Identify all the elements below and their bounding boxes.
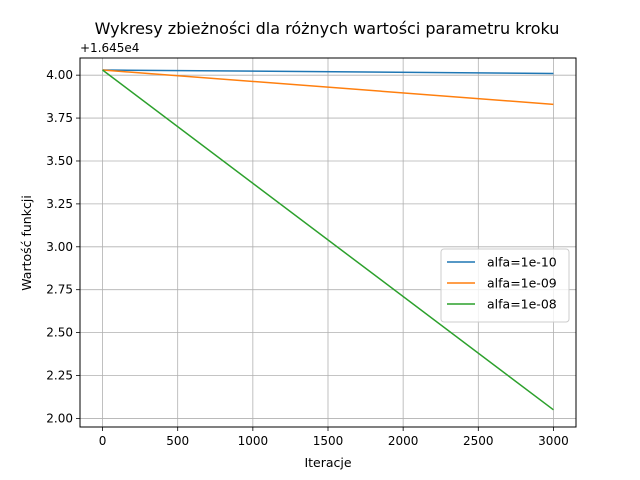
y-tick-label-7: 3.75 [46, 111, 73, 125]
x-tick-label-3: 1500 [313, 434, 344, 448]
y-tick-label-1: 2.25 [46, 369, 73, 383]
x-tick-label-5: 2500 [463, 434, 494, 448]
y-tick-label-2: 2.50 [46, 326, 73, 340]
y-tick-label-0: 2.00 [46, 411, 73, 425]
y-axis-ticks: 2.00 2.25 2.50 2.75 3.00 3.25 3.50 3.75 4.00 [46, 68, 80, 425]
x-tick-label-0: 0 [99, 434, 107, 448]
x-axis-label: Iteracje [304, 455, 351, 470]
chart-title: Wykresy zbieżności dla różnych wartości … [95, 19, 560, 38]
legend-label-1: alfa=1e-09 [487, 276, 557, 291]
grid [80, 58, 576, 427]
y-tick-label-3: 2.75 [46, 283, 73, 297]
x-tick-label-6: 3000 [538, 434, 569, 448]
legend: alfa=1e-10 alfa=1e-09 alfa=1e-08 [440, 248, 570, 323]
y-tick-label-5: 3.25 [46, 197, 73, 211]
y-tick-label-4: 3.00 [46, 240, 73, 254]
series-line-0 [102, 69, 554, 75]
x-axis-ticks: 0 500 1000 1500 2000 2500 3000 [99, 427, 569, 448]
series-line-1 [102, 69, 554, 106]
y-axis-label: Wartość funkcji [19, 195, 34, 291]
series-line-2 [102, 69, 554, 411]
y-tick-label-6: 3.50 [46, 154, 73, 168]
legend-label-2: alfa=1e-08 [487, 297, 557, 312]
y-tick-label-8: 4.00 [46, 68, 73, 82]
x-tick-label-4: 2000 [388, 434, 419, 448]
y-offset-label: +1.645e4 [80, 41, 139, 55]
x-tick-label-1: 500 [166, 434, 189, 448]
legend-label-0: alfa=1e-10 [487, 255, 557, 270]
x-tick-label-2: 1000 [238, 434, 269, 448]
series-lines [102, 69, 554, 411]
